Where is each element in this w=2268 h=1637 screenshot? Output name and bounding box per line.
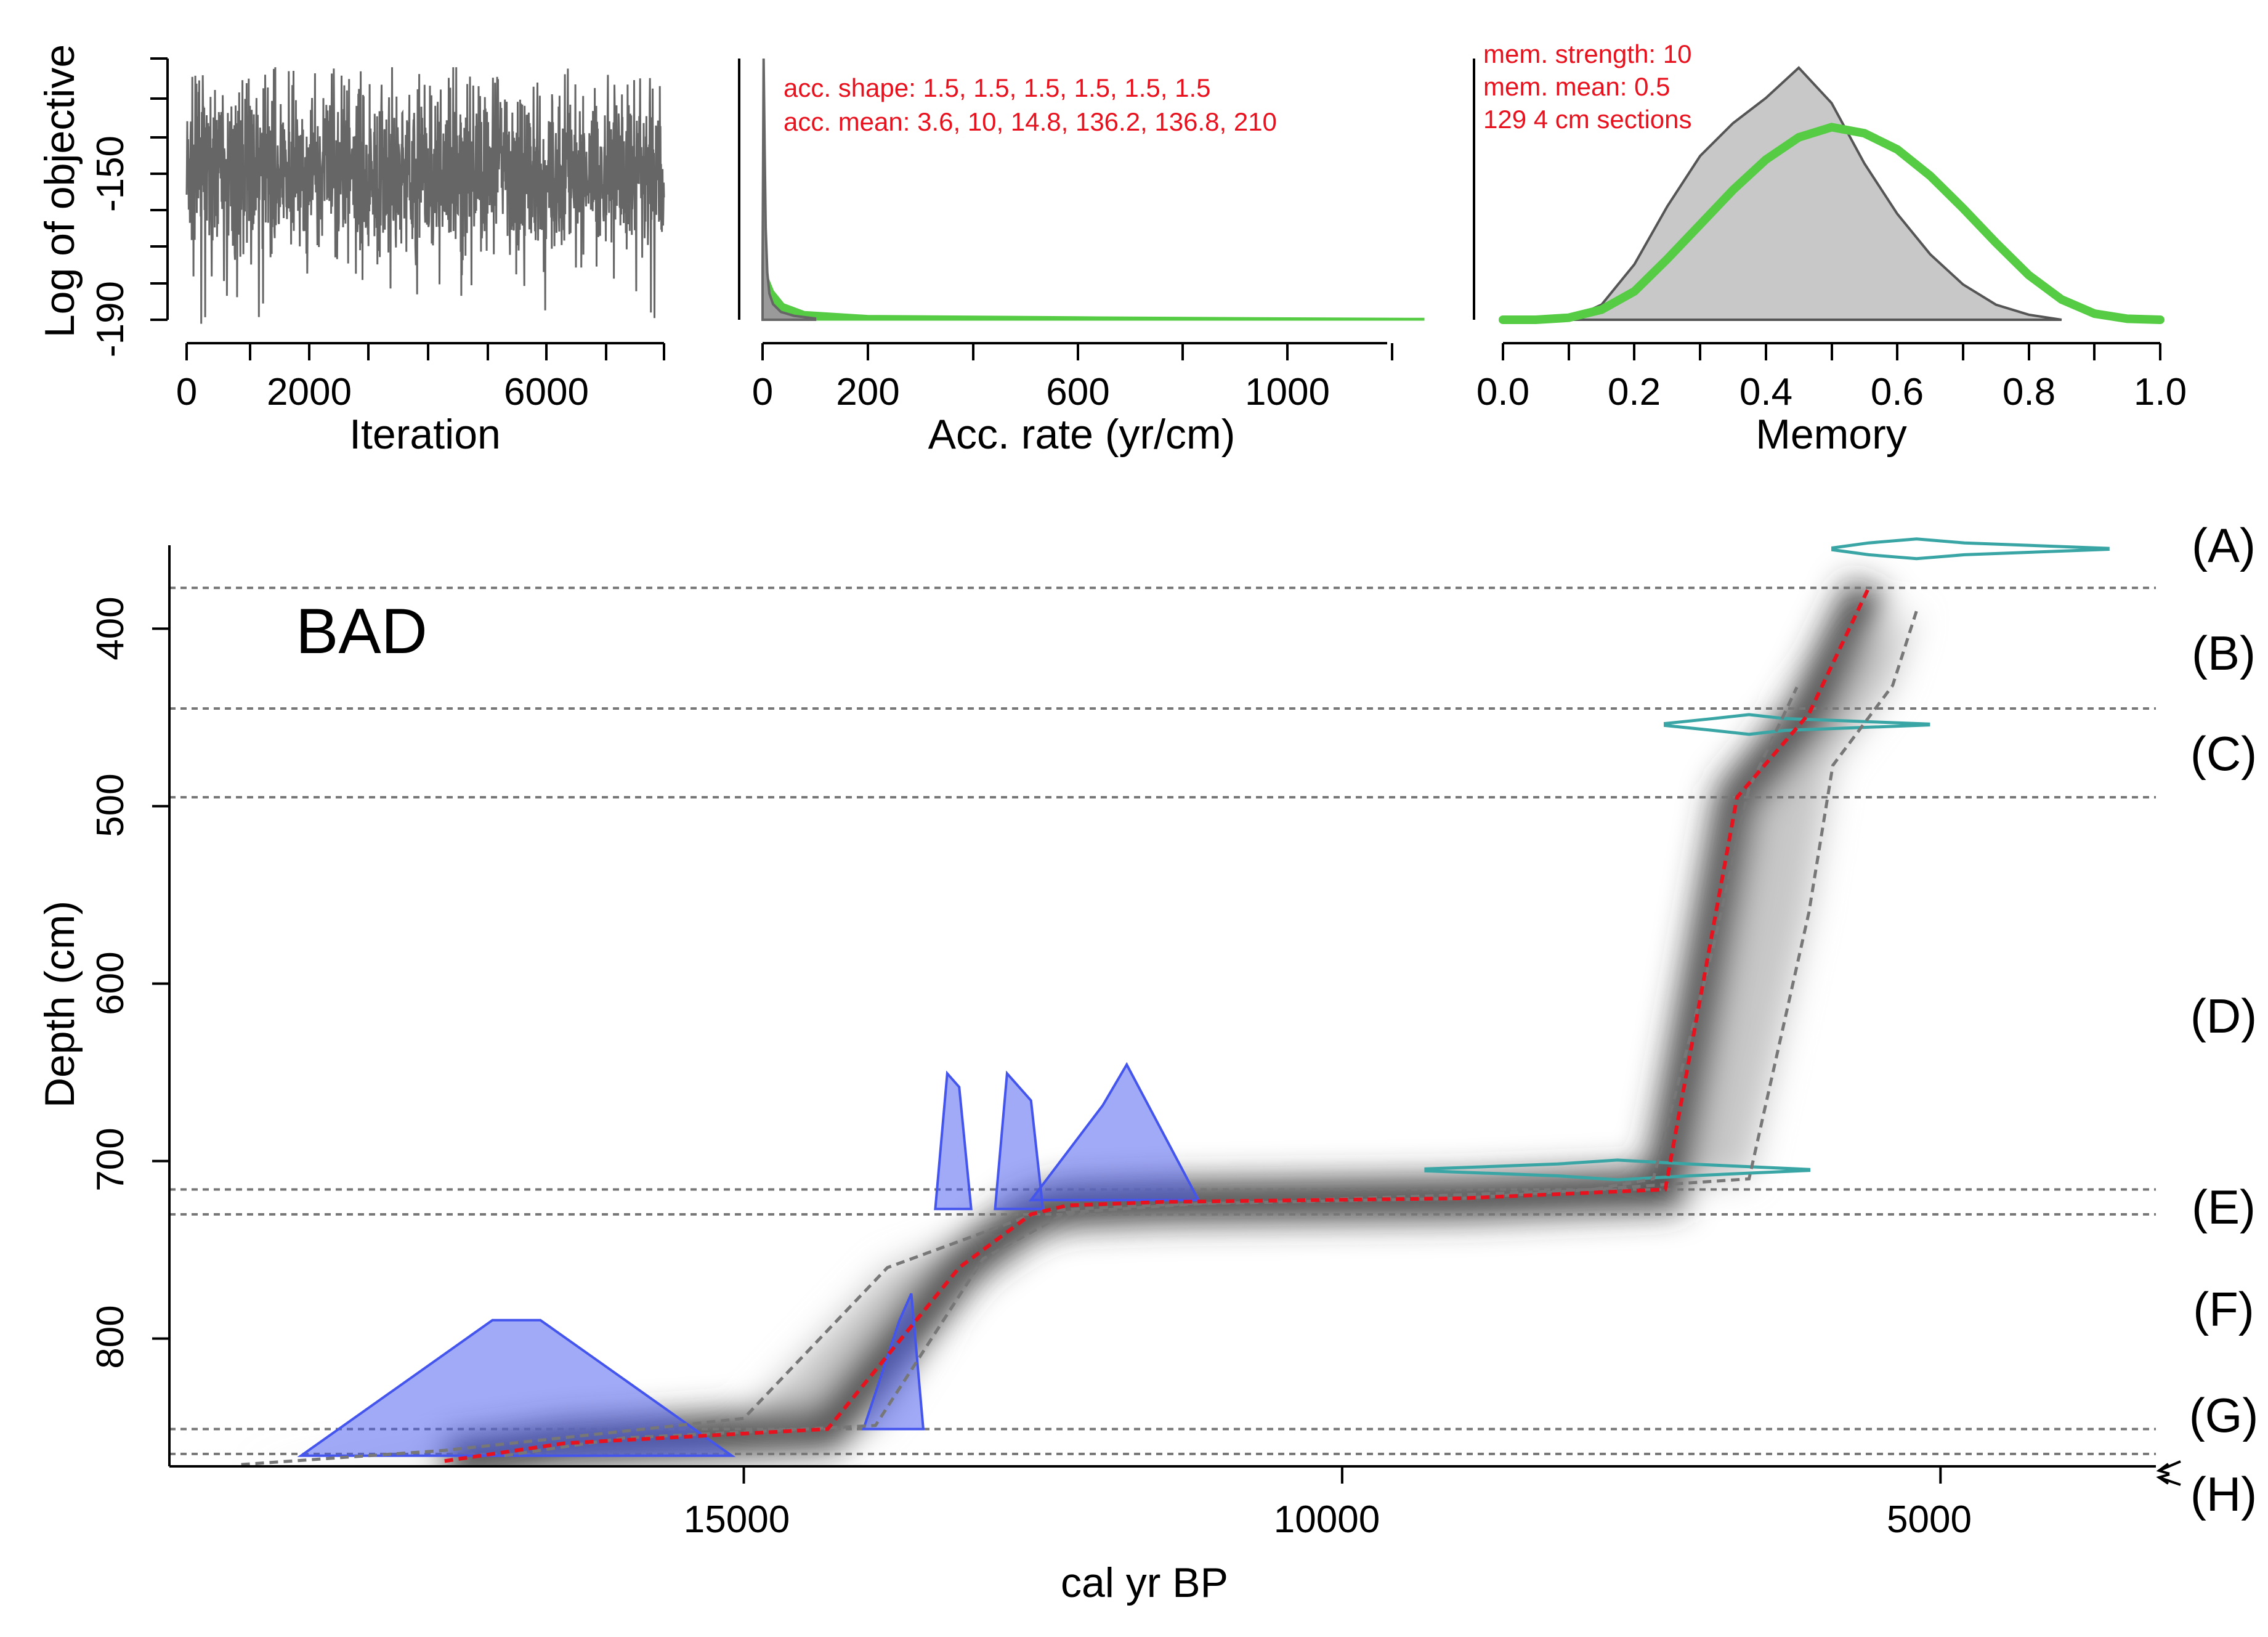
p4-ytick-label: 600 (89, 951, 132, 1015)
mean-age-line (444, 587, 1871, 1463)
panel-iteration: 0 2000 6000 -150 -190 Iteration Log of o… (36, 44, 665, 458)
p4-xlabel: cal yr BP (1061, 1559, 1228, 1606)
p4-ytick-label: 400 (89, 596, 132, 660)
cloud-core (441, 579, 1889, 1466)
p4-ylabel: Depth (cm) (36, 901, 83, 1108)
p3-xtick-label: 0.0 (1476, 371, 1529, 413)
p3-x-ticks (1502, 343, 2161, 360)
ci-upper-line (241, 686, 1799, 1466)
p1-x-ticks (185, 343, 665, 360)
sections-annotation: 129 4 cm sections (1483, 105, 1692, 134)
p4-y-ticks (152, 627, 169, 1340)
p2-xlabel: Acc. rate (yr/cm) (928, 411, 1236, 458)
acc-mean-annotation: acc. mean: 3.6, 10, 14.8, 136.2, 136.8, … (784, 107, 1277, 136)
zone-boundaries (169, 587, 2156, 1455)
p3-xtick-label: 1.0 (2134, 371, 2187, 413)
p1-xlabel: Iteration (349, 411, 501, 458)
core-title: BAD (296, 596, 427, 667)
radiocarbon-date-mark (934, 1070, 973, 1211)
arrow-g (2156, 1460, 2181, 1475)
acc-rate-prior-area (761, 274, 1425, 321)
p3-xtick-label: 0.2 (1608, 371, 1661, 413)
p4-xtick-label: 10000 (1274, 1498, 1380, 1541)
p3-xtick-label: 0.8 (2003, 371, 2055, 413)
acc-shape-annotation: acc. shape: 1.5, 1.5, 1.5, 1.5, 1.5, 1.5 (784, 73, 1210, 102)
radiocarbon-date-mark (1028, 1062, 1201, 1201)
p4-xtick-label: 5000 (1887, 1498, 1972, 1541)
p4-ytick-label: 700 (89, 1127, 132, 1191)
p1-xtick-label: 0 (176, 371, 197, 413)
radiocarbon-date-mark (994, 1070, 1045, 1211)
panel-age-depth: 15000 10000 5000 400 500 600 700 800 cal… (36, 518, 2258, 1606)
p1-ytick-label: -190 (89, 281, 132, 357)
mem-strength-annotation: mem. strength: 10 (1483, 39, 1691, 68)
zone-label-f: (F) (2193, 1282, 2254, 1336)
p4-x-ticks (742, 1466, 1942, 1484)
p2-xtick-label: 0 (752, 371, 773, 413)
trace-line (185, 67, 665, 324)
p3-xtick-label: 0.6 (1871, 371, 1924, 413)
p4-xtick-label: 15000 (684, 1498, 790, 1541)
p2-x-ticks (761, 343, 1393, 360)
calendar-date-mark (1831, 537, 2110, 561)
zone-label-a: (A) (2192, 518, 2256, 572)
p4-ytick-label: 500 (89, 773, 132, 837)
panel-acc-rate: 0 200 600 1000 Acc. rate (yr/cm) acc. sh… (738, 58, 1425, 458)
p1-y-ticks (150, 57, 168, 321)
acc-rate-posterior-line (761, 58, 817, 321)
zone-label-b: (B) (2192, 626, 2256, 680)
p1-ylabel: Log of objective (36, 44, 83, 338)
calendar-date-mark (1424, 1158, 1811, 1182)
ci-lower-line (504, 610, 1918, 1458)
zone-label-g: (G) (2189, 1388, 2259, 1442)
p3-xlabel: Memory (1756, 411, 1907, 458)
iteration-trace (185, 67, 665, 324)
memory-prior-line (1499, 123, 2165, 324)
p3-xtick-label: 0.4 (1739, 371, 1792, 413)
zone-label-d: (D) (2190, 989, 2257, 1043)
p1-ytick-label: -150 (89, 136, 132, 212)
zone-label-c: (C) (2190, 726, 2257, 781)
date-distributions (297, 537, 2110, 1457)
p1-xtick-label: 6000 (504, 371, 589, 413)
p2-xtick-label: 1000 (1245, 371, 1330, 413)
credible-interval-lines (241, 610, 1918, 1466)
mean-line (444, 587, 1871, 1463)
p4-ytick-label: 800 (89, 1305, 132, 1368)
mem-mean-annotation: mem. mean: 0.5 (1483, 72, 1670, 101)
cloud-center (443, 584, 1876, 1466)
zone-label-h: (H) (2190, 1467, 2257, 1521)
p2-xtick-label: 200 (836, 371, 899, 413)
p2-xtick-label: 600 (1046, 371, 1109, 413)
panel-memory: 0.0 0.2 0.4 0.6 0.8 1.0 Memory mem. stre… (1473, 39, 2187, 458)
zone-label-e: (E) (2192, 1180, 2256, 1234)
p1-xtick-label: 2000 (267, 371, 352, 413)
memory-posterior-area (1568, 66, 2062, 321)
calendar-date-mark (1664, 713, 1930, 736)
arrow-h (2156, 1473, 2181, 1486)
